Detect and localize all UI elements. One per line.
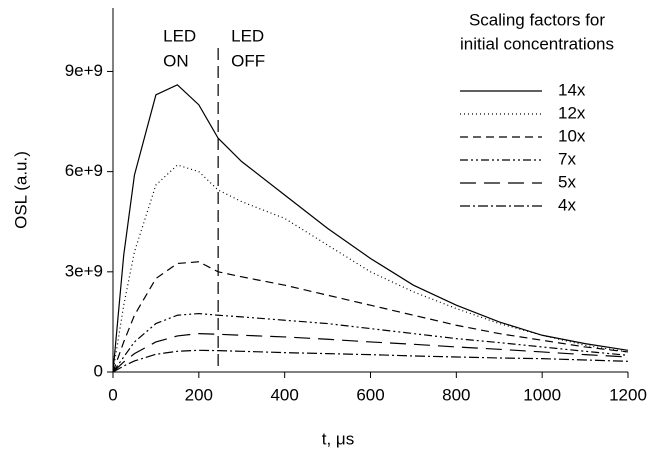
x-tick-label: 800 [442, 385, 470, 404]
annotation: ON [163, 51, 189, 70]
y-tick-label: 0 [94, 361, 103, 380]
x-tick-label: 1000 [523, 385, 561, 404]
x-tick-label: 0 [108, 385, 117, 404]
line-series [112, 312, 629, 373]
y-tick-label: 9e+9 [65, 61, 103, 80]
x-tick-label: 400 [270, 385, 298, 404]
y-tick-label: 3e+9 [65, 261, 103, 280]
x-tick-label: 1200 [609, 385, 647, 404]
x-tick-label: 200 [185, 385, 213, 404]
legend-label: 12x [558, 103, 586, 122]
annotation: LED [163, 26, 196, 45]
line-series [112, 332, 629, 373]
legend-label: 14x [558, 80, 586, 99]
legend-label: 7x [558, 149, 576, 168]
legend-label: 4x [558, 195, 576, 214]
y-tick-label: 6e+9 [65, 161, 103, 180]
line-series [112, 84, 629, 373]
x-axis-label: t, μs [322, 429, 354, 448]
annotation: LED [231, 26, 264, 45]
legend-label: 5x [558, 172, 576, 191]
legend-label: 10x [558, 126, 586, 145]
annotation: OFF [231, 51, 265, 70]
y-axis-label: OSL (a.u.) [11, 151, 30, 229]
line-series [112, 261, 629, 373]
legend-title: initial concentrations [460, 34, 614, 53]
line-series [112, 349, 629, 373]
x-tick-label: 600 [356, 385, 384, 404]
line-series [112, 164, 629, 373]
legend-title: Scaling factors for [469, 10, 605, 29]
